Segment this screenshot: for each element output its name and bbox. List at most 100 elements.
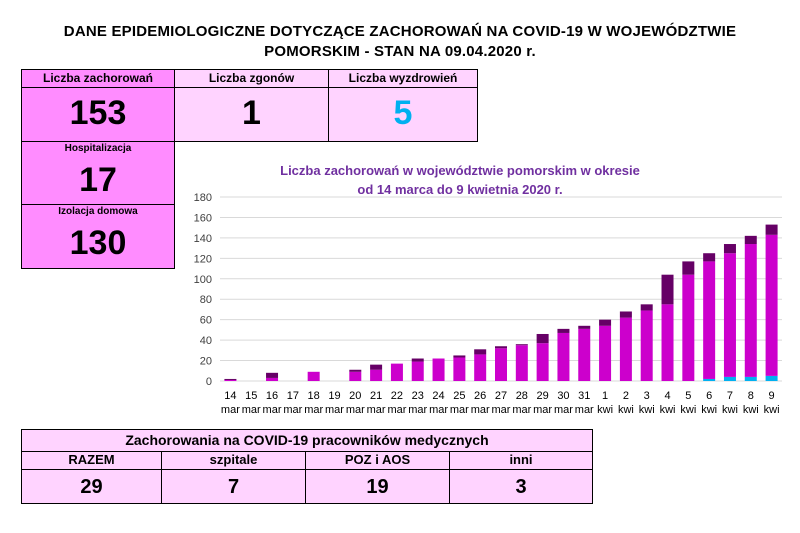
medical-value-other: 3 <box>515 476 527 498</box>
bar-segment <box>536 333 549 344</box>
x-tick-day: 6 <box>706 390 712 402</box>
medical-value-poz: 19 <box>306 470 450 504</box>
x-tick-day: 16 <box>266 390 278 402</box>
bar-segment <box>723 376 736 381</box>
y-tick-label: 160 <box>194 212 212 224</box>
bar-segment <box>765 224 778 235</box>
chart-title: Liczba zachorowań w województwie pomorsk… <box>240 161 680 199</box>
bar-segment <box>266 377 279 381</box>
x-tick-day: 23 <box>412 390 424 402</box>
bar-segment <box>349 371 362 381</box>
home-isolation-value: 130 <box>69 224 127 262</box>
cases-label: Liczba zachorowań <box>22 70 174 88</box>
bar-segment <box>765 375 778 381</box>
y-tick-label: 40 <box>200 335 212 347</box>
recovered-value: 5 <box>393 94 413 132</box>
x-tick-month: mar <box>283 404 302 416</box>
bar-segment <box>370 364 383 370</box>
x-tick-month: mar <box>512 404 531 416</box>
bar-segment <box>640 304 653 311</box>
x-tick-day: 1 <box>602 390 608 402</box>
x-tick-month: kwi <box>680 404 696 416</box>
chart-title-line-1: Liczba zachorowań w województwie pomorsk… <box>280 163 640 178</box>
x-tick-day: 18 <box>308 390 320 402</box>
x-tick-day: 28 <box>516 390 528 402</box>
x-tick-day: 22 <box>391 390 403 402</box>
y-tick-label: 100 <box>194 274 212 286</box>
x-tick-day: 25 <box>453 390 465 402</box>
bar-segment <box>390 363 403 381</box>
bar-segment <box>599 319 612 326</box>
bar-segment <box>765 234 778 376</box>
x-tick-month: mar <box>575 404 594 416</box>
recovered-box: Liczba wyzdrowień 5 <box>328 69 478 142</box>
deaths-box: Liczba zgonów 1 <box>174 69 329 142</box>
x-tick-day: 29 <box>537 390 549 402</box>
bar-segment <box>723 253 736 377</box>
bar-segment <box>515 345 528 381</box>
bar-segment <box>349 369 362 372</box>
x-tick-day: 3 <box>644 390 650 402</box>
bar-segment <box>453 355 466 358</box>
title-line-2: POMORSKIM - STAN NA 09.04.2020 r. <box>264 43 536 60</box>
x-tick-day: 17 <box>287 390 299 402</box>
bar-segment <box>224 379 237 381</box>
bar-segment <box>723 244 736 254</box>
bar-segment <box>661 274 674 305</box>
chart-title-line-2: od 14 marca do 9 kwietnia 2020 r. <box>357 182 563 197</box>
bar-segment <box>661 304 674 381</box>
bar-segment <box>266 372 279 378</box>
medical-title: Zachorowania na COVID-19 pracowników med… <box>125 432 489 448</box>
deaths-value: 1 <box>242 94 261 132</box>
bar-segment <box>515 344 528 346</box>
bar-segment <box>474 349 487 355</box>
x-tick-day: 5 <box>685 390 691 402</box>
medical-header-row: RAZEM szpitale POZ i AOS inni <box>22 451 592 470</box>
medical-value-total: 29 <box>22 470 162 504</box>
x-tick-day: 26 <box>474 390 486 402</box>
hospital-label: Hospitalizacja <box>22 142 174 156</box>
x-tick-day: 2 <box>623 390 629 402</box>
x-tick-month: mar <box>554 404 573 416</box>
hospital-value: 17 <box>79 161 117 199</box>
medical-header-other: inni <box>509 452 533 467</box>
bar-segment <box>744 235 757 245</box>
bar-segment <box>432 358 445 381</box>
bar-segment <box>411 361 424 381</box>
bar-segment <box>682 274 695 381</box>
cases-value: 153 <box>69 94 127 132</box>
y-tick-label: 60 <box>200 315 212 327</box>
y-tick-label: 140 <box>194 233 212 245</box>
x-tick-day: 27 <box>495 390 507 402</box>
x-tick-month: mar <box>325 404 344 416</box>
bar-segment <box>557 332 570 381</box>
bar-segment <box>640 310 653 381</box>
cases-box: Liczba zachorowań 153 <box>21 69 175 142</box>
medical-header-total: RAZEM <box>22 451 162 469</box>
x-tick-month: mar <box>387 404 406 416</box>
x-tick-month: kwi <box>639 404 655 416</box>
bar-segment <box>599 325 612 381</box>
bar-segment <box>495 346 507 349</box>
bar-segment <box>536 343 549 381</box>
deaths-label: Liczba zgonów <box>175 70 328 88</box>
home-isolation-label: Izolacja domowa <box>22 205 174 219</box>
x-tick-month: mar <box>533 404 552 416</box>
x-tick-day: 4 <box>664 390 670 402</box>
bar-segment <box>578 325 591 329</box>
x-tick-day: 14 <box>224 390 236 402</box>
x-tick-day: 8 <box>748 390 754 402</box>
bar-segment <box>703 378 716 381</box>
x-tick-month: kwi <box>722 404 738 416</box>
x-tick-month: mar <box>221 404 240 416</box>
bar-segment <box>703 261 716 379</box>
medical-title-row: Zachorowania na COVID-19 pracowników med… <box>22 430 592 452</box>
page-title: DANE EPIDEMIOLOGICZNE DOTYCZĄCE ZACHOROW… <box>0 22 800 62</box>
bar-segment <box>578 328 591 381</box>
bar-segment <box>453 357 466 381</box>
x-tick-month: kwi <box>660 404 676 416</box>
medical-value-hospitals: 7 <box>162 470 306 504</box>
x-tick-day: 31 <box>578 390 590 402</box>
bar-segment <box>682 261 695 275</box>
y-tick-label: 180 <box>194 192 212 204</box>
